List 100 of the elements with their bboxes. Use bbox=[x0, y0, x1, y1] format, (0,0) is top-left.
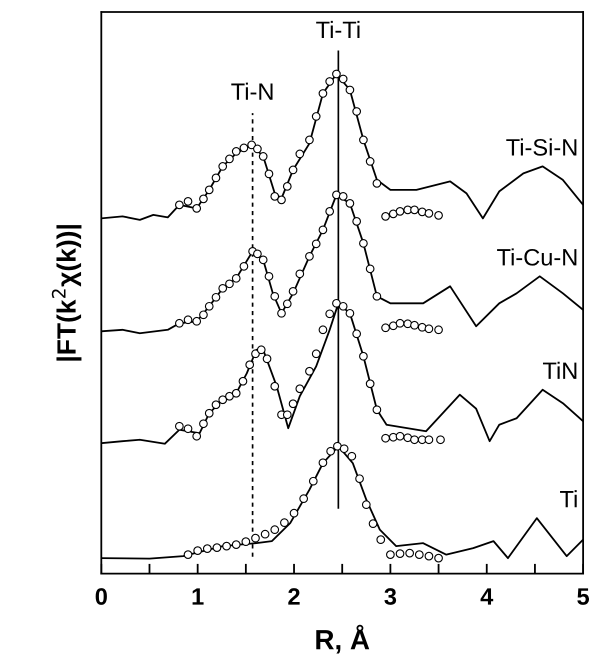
point bbox=[256, 345, 266, 354]
point bbox=[264, 170, 274, 178]
point bbox=[332, 70, 341, 78]
point bbox=[212, 400, 220, 410]
point bbox=[199, 194, 208, 204]
point bbox=[238, 376, 248, 386]
point bbox=[277, 196, 286, 204]
point bbox=[381, 323, 390, 332]
point bbox=[333, 442, 342, 451]
y-axis-title: |FT(k$^{2}$χ(k))| bbox=[52, 225, 82, 361]
point bbox=[260, 530, 270, 539]
point bbox=[352, 107, 362, 116]
point bbox=[396, 318, 404, 328]
point bbox=[436, 435, 445, 444]
point bbox=[241, 537, 250, 546]
point bbox=[270, 525, 280, 534]
point bbox=[240, 262, 248, 271]
point bbox=[326, 446, 336, 456]
point bbox=[346, 308, 354, 318]
point bbox=[410, 320, 419, 330]
point bbox=[346, 199, 354, 208]
point bbox=[193, 546, 202, 555]
point bbox=[222, 542, 231, 550]
point bbox=[270, 192, 280, 201]
point bbox=[212, 292, 220, 302]
point bbox=[184, 315, 192, 324]
point bbox=[410, 206, 419, 214]
point bbox=[251, 534, 260, 543]
point bbox=[270, 292, 280, 301]
point bbox=[424, 552, 434, 560]
point bbox=[204, 186, 214, 194]
point bbox=[372, 179, 382, 188]
x-tick-label: 1 bbox=[192, 588, 204, 605]
point bbox=[218, 284, 228, 293]
x-tick-label: 4 bbox=[480, 588, 494, 605]
point bbox=[376, 535, 386, 544]
point bbox=[184, 424, 192, 434]
x-axis-title: R, Å bbox=[316, 624, 370, 654]
point bbox=[305, 252, 314, 261]
point bbox=[295, 384, 304, 394]
point bbox=[372, 292, 382, 301]
point bbox=[184, 550, 192, 559]
point bbox=[403, 433, 412, 442]
point bbox=[312, 349, 321, 358]
point bbox=[305, 366, 314, 376]
point bbox=[325, 207, 334, 216]
point bbox=[262, 354, 272, 364]
point bbox=[396, 549, 404, 558]
point bbox=[282, 299, 292, 308]
point bbox=[359, 238, 368, 248]
point bbox=[253, 144, 262, 154]
point bbox=[381, 212, 390, 221]
ref-line-label: Ti-N bbox=[231, 82, 273, 100]
point bbox=[372, 405, 382, 414]
point bbox=[199, 419, 208, 428]
point bbox=[192, 316, 202, 326]
point bbox=[175, 318, 184, 328]
point bbox=[251, 349, 260, 358]
x-tick-label: 2 bbox=[288, 588, 300, 605]
point bbox=[405, 548, 414, 558]
point bbox=[332, 298, 341, 308]
x-tick-label: 0 bbox=[96, 588, 107, 605]
point bbox=[325, 309, 334, 318]
point bbox=[225, 392, 234, 401]
point bbox=[218, 162, 228, 171]
point bbox=[434, 325, 443, 334]
point bbox=[388, 321, 398, 330]
point bbox=[381, 434, 390, 443]
point bbox=[175, 200, 184, 210]
point bbox=[424, 209, 434, 218]
point bbox=[204, 408, 214, 418]
ref-line-label: Ti-Ti bbox=[316, 20, 360, 38]
point bbox=[204, 302, 214, 311]
point bbox=[424, 324, 434, 334]
point bbox=[288, 399, 298, 408]
point bbox=[312, 112, 321, 121]
point bbox=[295, 150, 304, 158]
point bbox=[277, 308, 286, 318]
point bbox=[288, 166, 298, 174]
point bbox=[318, 458, 328, 468]
x-tick-label: 3 bbox=[384, 588, 396, 605]
point bbox=[264, 272, 274, 281]
point bbox=[245, 360, 254, 370]
point bbox=[347, 452, 356, 461]
point bbox=[184, 197, 192, 206]
point bbox=[232, 147, 241, 156]
point bbox=[340, 444, 348, 454]
point bbox=[396, 207, 404, 216]
point bbox=[232, 388, 241, 398]
point bbox=[388, 210, 398, 218]
point bbox=[295, 269, 304, 278]
point bbox=[318, 89, 328, 98]
point bbox=[359, 136, 368, 144]
point bbox=[305, 136, 314, 144]
point bbox=[434, 211, 443, 220]
series-label: Ti-Cu-N bbox=[497, 248, 576, 266]
point bbox=[359, 352, 368, 361]
point bbox=[338, 302, 348, 311]
x-tick-label: 5 bbox=[577, 588, 589, 605]
point bbox=[338, 74, 348, 84]
